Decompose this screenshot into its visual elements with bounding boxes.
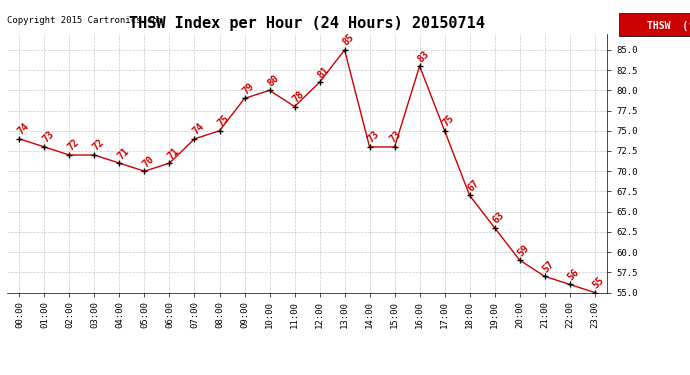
Text: 70: 70 [140, 154, 156, 169]
Text: 79: 79 [240, 81, 256, 96]
Text: 72: 72 [66, 138, 81, 153]
Text: 67: 67 [466, 178, 481, 193]
Text: 73: 73 [40, 129, 56, 145]
Text: 85: 85 [340, 32, 356, 48]
Text: 83: 83 [415, 48, 431, 64]
Text: 71: 71 [166, 146, 181, 161]
Text: 72: 72 [90, 138, 106, 153]
Text: 80: 80 [266, 73, 281, 88]
Text: 56: 56 [566, 267, 581, 282]
Text: 73: 73 [366, 129, 381, 145]
Title: THSW Index per Hour (24 Hours) 20150714: THSW Index per Hour (24 Hours) 20150714 [129, 16, 485, 31]
FancyBboxPatch shape [619, 13, 690, 36]
Text: 55: 55 [591, 275, 606, 290]
Text: 73: 73 [388, 129, 403, 145]
Text: THSW  (°F): THSW (°F) [647, 21, 690, 31]
Text: 78: 78 [290, 89, 306, 104]
Text: 71: 71 [115, 146, 130, 161]
Text: 57: 57 [540, 259, 556, 274]
Text: 59: 59 [515, 243, 531, 258]
Text: 63: 63 [491, 210, 506, 226]
Text: 81: 81 [315, 65, 331, 80]
Text: 75: 75 [215, 113, 230, 129]
Text: Copyright 2015 Cartronics.com: Copyright 2015 Cartronics.com [7, 16, 163, 25]
Text: 75: 75 [440, 113, 456, 129]
Text: 74: 74 [190, 122, 206, 137]
Text: 74: 74 [15, 122, 30, 137]
